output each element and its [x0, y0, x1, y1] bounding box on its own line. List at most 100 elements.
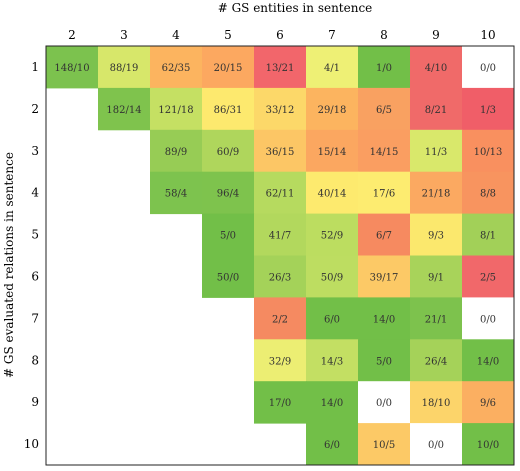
cell-fill: [462, 213, 515, 256]
cell-fill: [150, 171, 203, 215]
cell-label: 10/0: [477, 440, 499, 451]
heatmap-cell: 14/0: [306, 381, 359, 424]
y-tick-label: 6: [31, 269, 39, 283]
x-axis-title: # GS entities in sentence: [218, 1, 373, 15]
cell-fill: [46, 46, 99, 89]
cell-label: 9/3: [428, 231, 444, 242]
cell-fill: [306, 46, 359, 89]
cell-label: 14/0: [477, 356, 499, 367]
heatmap-cell: 32/9: [254, 339, 307, 382]
cell-fill: [306, 297, 359, 340]
heatmap-cell: 9/1: [410, 255, 463, 298]
heatmap-cell: 62/11: [254, 171, 307, 215]
cell-label: 21/1: [425, 314, 447, 325]
cell-label: 26/4: [425, 356, 447, 367]
heatmap-cell: 88/19: [98, 46, 151, 89]
heatmap-cell: 17/0: [254, 381, 307, 424]
cell-label: 8/1: [480, 231, 496, 242]
cell-fill: [306, 255, 359, 298]
cell-label: 10/5: [373, 440, 395, 451]
cell-fill: [462, 381, 515, 424]
y-tick-label: 5: [31, 228, 39, 242]
cell-fill: [254, 87, 307, 131]
cell-fill: [410, 339, 463, 382]
x-tick-label: 10: [480, 28, 495, 42]
cell-fill: [462, 46, 515, 89]
cell-fill: [254, 381, 307, 424]
heatmap-cell: 21/18: [410, 171, 463, 215]
heatmap-cell: 52/9: [306, 213, 359, 256]
cell-label: 36/15: [266, 147, 295, 158]
heatmap-cell: 14/0: [462, 339, 515, 382]
heatmap-cell: 13/21: [254, 46, 307, 89]
x-tick-label: 2: [68, 28, 76, 42]
cell-label: 121/18: [158, 105, 193, 116]
cell-label: 14/15: [370, 147, 399, 158]
cell-fill: [410, 297, 463, 340]
heatmap-cell: 20/15: [202, 46, 255, 89]
cell-label: 4/10: [425, 63, 447, 74]
cell-fill: [202, 171, 255, 215]
heatmap-cell: 6/0: [306, 297, 359, 340]
cell-label: 50/9: [321, 272, 343, 283]
cell-fill: [202, 255, 255, 298]
cell-fill: [462, 297, 515, 340]
heatmap-cell: 60/9: [202, 129, 255, 173]
cell-fill: [98, 87, 151, 131]
heatmap-cell: 8/21: [410, 87, 463, 131]
heatmap-cell: 29/18: [306, 87, 359, 131]
heatmap-cell: 9/6: [462, 381, 515, 424]
cell-fill: [358, 423, 411, 466]
heatmap-cell: 1/3: [462, 87, 515, 131]
cell-label: 2/5: [480, 272, 496, 283]
x-tick-label: 6: [276, 28, 284, 42]
heatmap-cell: 26/4: [410, 339, 463, 382]
cell-label: 6/7: [376, 231, 392, 242]
x-tick-labels: 2 3 4 5 6 7 8 9 10: [68, 28, 495, 42]
heatmap-cell: 10/13: [462, 129, 515, 173]
cell-fill: [410, 423, 463, 466]
cell-label: 58/4: [165, 189, 187, 200]
x-tick-label: 8: [380, 28, 388, 42]
heatmap-cell: 18/10: [410, 381, 463, 424]
cell-fill: [358, 171, 411, 215]
cell-fill: [358, 339, 411, 382]
cell-label: 14/0: [321, 398, 343, 409]
heatmap-cell: 4/10: [410, 46, 463, 89]
cell-fill: [358, 381, 411, 424]
cell-fill: [306, 213, 359, 256]
cell-fill: [410, 46, 463, 89]
cell-label: 62/35: [162, 63, 191, 74]
heatmap-cell: 148/10: [46, 46, 99, 89]
heatmap-cell: 9/3: [410, 213, 463, 256]
cell-label: 6/0: [324, 440, 340, 451]
y-tick-label: 3: [31, 144, 39, 158]
cell-fill: [358, 87, 411, 131]
cell-fill: [410, 87, 463, 131]
cell-label: 9/6: [480, 398, 496, 409]
cell-fill: [306, 129, 359, 173]
cell-fill: [306, 339, 359, 382]
heatmap-cell: 21/1: [410, 297, 463, 340]
cell-label: 0/0: [480, 63, 496, 74]
x-tick-label: 7: [328, 28, 336, 42]
heatmap-cell: 5/0: [202, 213, 255, 256]
cell-fill: [410, 255, 463, 298]
y-tick-label: 8: [31, 353, 39, 367]
x-tick-label: 4: [172, 28, 180, 42]
cell-fill: [410, 381, 463, 424]
cell-label: 86/31: [214, 105, 243, 116]
cell-fill: [306, 87, 359, 131]
cell-fill: [150, 46, 203, 89]
cell-fill: [202, 46, 255, 89]
cell-label: 17/6: [373, 189, 395, 200]
cell-label: 32/9: [269, 356, 291, 367]
cell-fill: [202, 213, 255, 256]
cell-fill: [410, 129, 463, 173]
y-tick-label: 9: [31, 395, 39, 409]
cell-label: 88/19: [110, 63, 139, 74]
heatmap-cell: 1/0: [358, 46, 411, 89]
x-tick-label: 5: [224, 28, 232, 42]
cell-label: 182/14: [106, 105, 141, 116]
y-tick-label: 2: [31, 102, 39, 116]
